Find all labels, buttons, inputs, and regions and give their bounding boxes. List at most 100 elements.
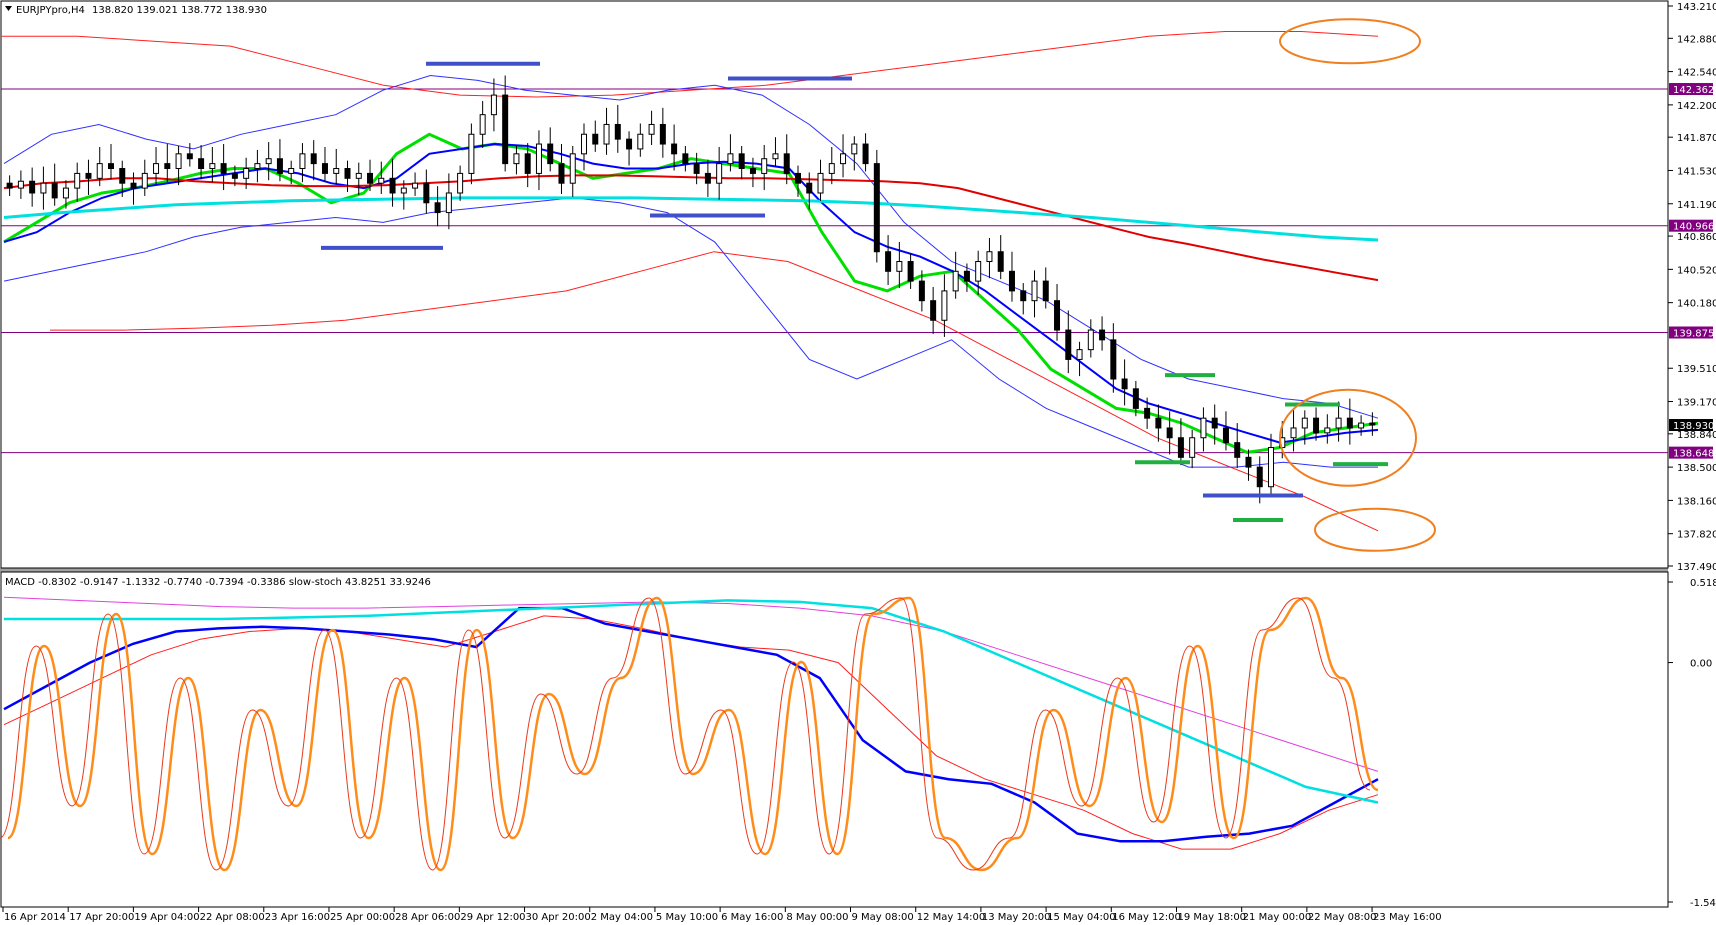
candle[interactable] [614,104,621,153]
candle[interactable] [502,75,509,172]
candle[interactable] [524,143,531,188]
candle[interactable] [164,144,171,183]
candle[interactable] [220,144,227,191]
candle[interactable] [6,175,13,196]
candle[interactable] [1099,316,1106,351]
candle[interactable] [310,140,317,181]
candle[interactable] [1042,267,1049,309]
candle[interactable] [141,159,148,196]
candle[interactable] [1121,359,1128,406]
candle[interactable] [1054,284,1061,341]
candle[interactable] [1076,341,1083,377]
candle[interactable] [1087,319,1094,358]
candle[interactable] [153,146,160,185]
candle[interactable] [873,149,880,263]
candle[interactable] [885,235,892,286]
candle[interactable] [581,123,588,171]
candle[interactable] [198,145,205,180]
candle[interactable] [1369,412,1376,436]
candle[interactable] [963,263,970,292]
candle[interactable] [378,161,385,194]
candle[interactable] [344,160,351,193]
candle[interactable] [1290,408,1297,452]
candle[interactable] [1301,410,1308,445]
candle[interactable] [794,165,801,197]
candle[interactable] [254,149,261,183]
candle[interactable] [772,137,779,167]
candle[interactable] [648,110,655,146]
candle[interactable] [119,160,126,197]
candle[interactable] [367,159,374,192]
candle[interactable] [445,173,452,230]
candle[interactable] [40,166,47,210]
candle[interactable] [333,148,340,185]
candle[interactable] [569,146,576,197]
candle[interactable] [299,143,306,183]
candle[interactable] [1132,380,1139,417]
candle[interactable] [997,235,1004,280]
candle[interactable] [29,167,36,207]
candle[interactable] [513,146,520,175]
candle[interactable] [907,253,914,289]
indicator-pane[interactable] [0,571,1669,908]
candle[interactable] [85,159,92,195]
candle[interactable] [603,107,610,155]
candle[interactable] [592,120,599,152]
candle[interactable] [1335,401,1342,442]
candle[interactable] [74,162,81,202]
candle[interactable] [457,165,464,201]
candle[interactable] [851,136,858,171]
main-pane[interactable] [0,0,1669,569]
candle[interactable] [1358,415,1365,436]
candle[interactable] [265,142,272,181]
candle[interactable] [1189,429,1196,469]
candle[interactable] [806,172,813,210]
candle[interactable] [423,169,430,214]
candle[interactable] [1031,270,1038,318]
candle[interactable] [231,165,238,187]
candle[interactable] [1245,449,1252,481]
candle[interactable] [209,146,216,183]
candle[interactable] [930,286,937,334]
candle[interactable] [738,146,745,180]
candle[interactable] [1065,310,1072,374]
candle[interactable] [535,130,542,191]
candle[interactable] [243,157,250,190]
candle[interactable] [637,123,644,157]
candle[interactable] [1110,323,1117,393]
candle[interactable] [389,158,396,207]
candle[interactable] [288,160,295,185]
candle[interactable] [96,146,103,187]
candle[interactable] [1008,251,1015,302]
candle[interactable] [355,162,362,195]
candle[interactable] [1346,398,1353,445]
candle[interactable] [1268,433,1275,495]
candle[interactable] [1177,418,1184,466]
candle[interactable] [1324,414,1331,444]
candle[interactable] [130,172,137,205]
candle[interactable] [896,241,903,288]
candle[interactable] [490,78,497,132]
candle[interactable] [468,123,475,185]
candle[interactable] [693,152,700,185]
candle[interactable] [918,270,925,312]
candle[interactable] [862,133,869,172]
candle[interactable] [626,131,633,166]
candle[interactable] [761,145,768,191]
candle[interactable] [682,146,689,172]
candle[interactable] [1166,411,1173,455]
candle[interactable] [1313,407,1320,441]
candle[interactable] [828,146,835,185]
candle[interactable] [840,134,847,178]
dropdown-arrow-icon[interactable] [5,6,12,11]
candle[interactable] [952,251,959,299]
candle[interactable] [412,172,419,196]
candle[interactable] [1222,411,1229,451]
candle[interactable] [1200,407,1207,452]
candle[interactable] [671,124,678,171]
candle[interactable] [51,163,58,206]
candle[interactable] [321,146,328,182]
candle[interactable] [1234,423,1241,469]
candle[interactable] [479,100,486,148]
